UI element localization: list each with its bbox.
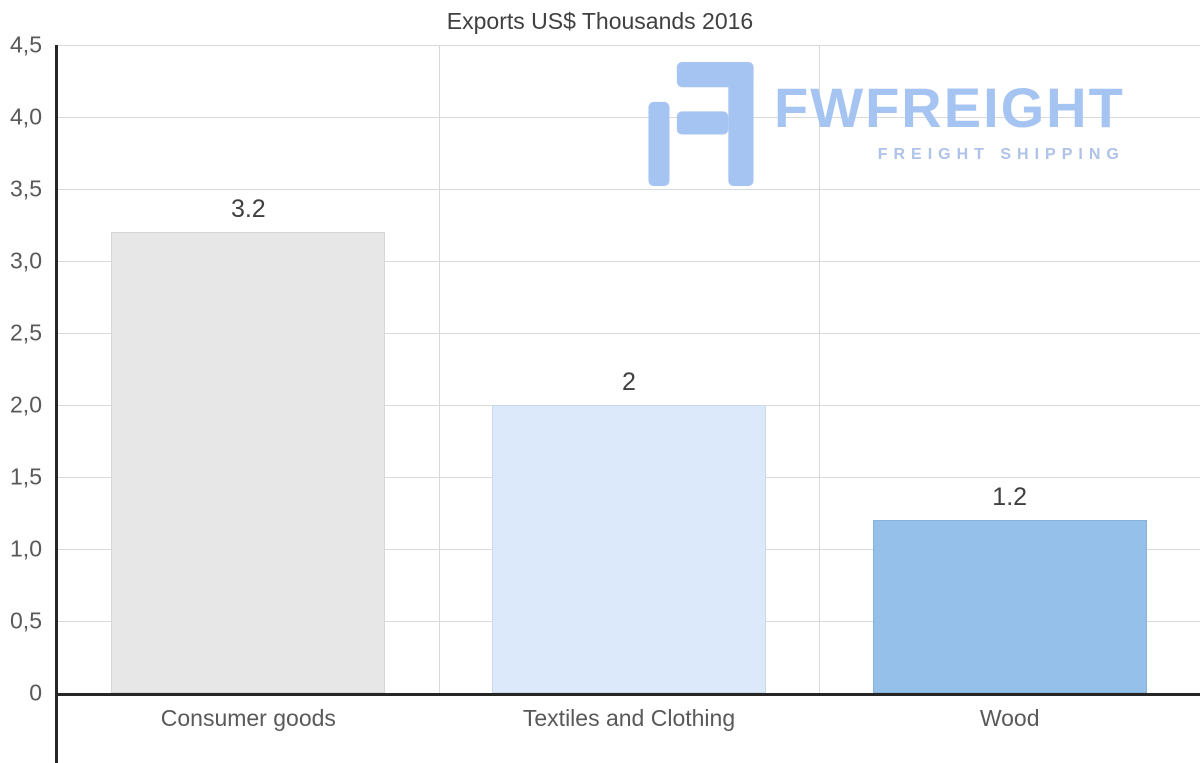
bar-group: 2: [439, 45, 820, 693]
y-tick-label: 1,0: [10, 535, 42, 562]
bar-value-label: 3.2: [230, 195, 266, 224]
category-label: Consumer goods: [160, 705, 336, 731]
bar-value-label: 1.2: [992, 483, 1028, 512]
bar: [491, 405, 767, 693]
fwfreight-logo-icon: [648, 62, 754, 186]
gridline-horizontal: [58, 189, 1200, 190]
watermark-logo: FWFREIGHT FREIGHT SHIPPING: [648, 62, 1125, 186]
gridline-vertical: [438, 45, 440, 693]
gridline-horizontal: [58, 333, 1200, 334]
y-tick-label: 0: [29, 679, 42, 706]
x-axis-line: [55, 693, 1200, 696]
y-tick-label: 4,5: [10, 31, 42, 58]
y-tick-label: 0,5: [10, 607, 42, 634]
bars: 3.2 2 1.2: [58, 45, 1200, 693]
gridline-horizontal: [58, 261, 1200, 263]
y-tick-label: 3,0: [10, 247, 42, 274]
gridline-vertical: [819, 45, 821, 693]
chart-title: Exports US$ Thousands 2016: [446, 8, 754, 34]
category-label: Textiles and Clothing: [522, 705, 736, 731]
y-axis-line: [55, 45, 58, 763]
bar: [872, 520, 1147, 693]
category-label: Wood: [979, 705, 1040, 731]
y-tick-label: 2,5: [10, 319, 42, 346]
y-tick-label: 1,5: [10, 463, 42, 490]
bar-group: 1.2: [819, 45, 1200, 693]
bar-group: 3.2: [58, 45, 439, 693]
gridline-horizontal: [58, 117, 1200, 119]
gridline-horizontal: [58, 45, 1200, 46]
logo-brand-text: FWFREIGHT: [774, 76, 1125, 139]
logo-text: FWFREIGHT FREIGHT SHIPPING: [774, 62, 1125, 164]
y-axis: 0 0,5 1,0 1,5 2,0 2,5 3,0 3,5 4,0 4,5: [0, 32, 48, 706]
y-tick-label: 3,5: [10, 175, 42, 202]
logo-tagline-text: FREIGHT SHIPPING: [877, 146, 1125, 163]
bar-value-label: 2: [622, 368, 636, 397]
y-tick-label: 2,0: [10, 391, 42, 418]
y-tick-label: 4,0: [10, 103, 42, 130]
x-axis-labels: Consumer goods Textiles and Clothing Woo…: [58, 705, 1200, 732]
plot-area: 3.2 2 1.2: [58, 45, 1200, 693]
bar: [111, 232, 386, 693]
